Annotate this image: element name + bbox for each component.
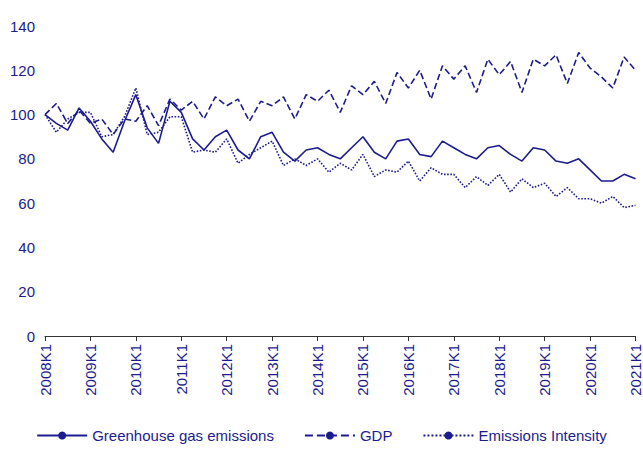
svg-text:0: 0 — [27, 328, 35, 345]
svg-text:80: 80 — [18, 150, 35, 167]
svg-text:140: 140 — [10, 18, 35, 35]
svg-text:40: 40 — [18, 239, 35, 256]
svg-text:60: 60 — [18, 195, 35, 212]
svg-text:2017K1: 2017K1 — [445, 344, 462, 396]
svg-text:100: 100 — [10, 106, 35, 123]
svg-text:2020K1: 2020K1 — [582, 344, 599, 396]
svg-text:2019K1: 2019K1 — [536, 344, 553, 396]
svg-text:2011K1: 2011K1 — [173, 344, 190, 395]
svg-text:20: 20 — [18, 283, 35, 300]
svg-text:GDP: GDP — [360, 427, 393, 444]
svg-text:2016K1: 2016K1 — [400, 344, 417, 396]
svg-text:2010K1: 2010K1 — [127, 344, 144, 396]
svg-text:Greenhouse gas emissions: Greenhouse gas emissions — [92, 427, 274, 444]
svg-text:2014K1: 2014K1 — [309, 344, 326, 396]
svg-text:2015K1: 2015K1 — [354, 344, 371, 396]
svg-text:2009K1: 2009K1 — [82, 344, 99, 396]
svg-text:Emissions Intensity: Emissions Intensity — [478, 427, 607, 444]
svg-text:2021K1: 2021K1 — [627, 344, 643, 396]
svg-text:2012K1: 2012K1 — [218, 344, 235, 396]
svg-text:120: 120 — [10, 62, 35, 79]
svg-text:2013K1: 2013K1 — [264, 344, 281, 396]
svg-text:2008K1: 2008K1 — [37, 344, 54, 396]
svg-text:2018K1: 2018K1 — [491, 344, 508, 396]
